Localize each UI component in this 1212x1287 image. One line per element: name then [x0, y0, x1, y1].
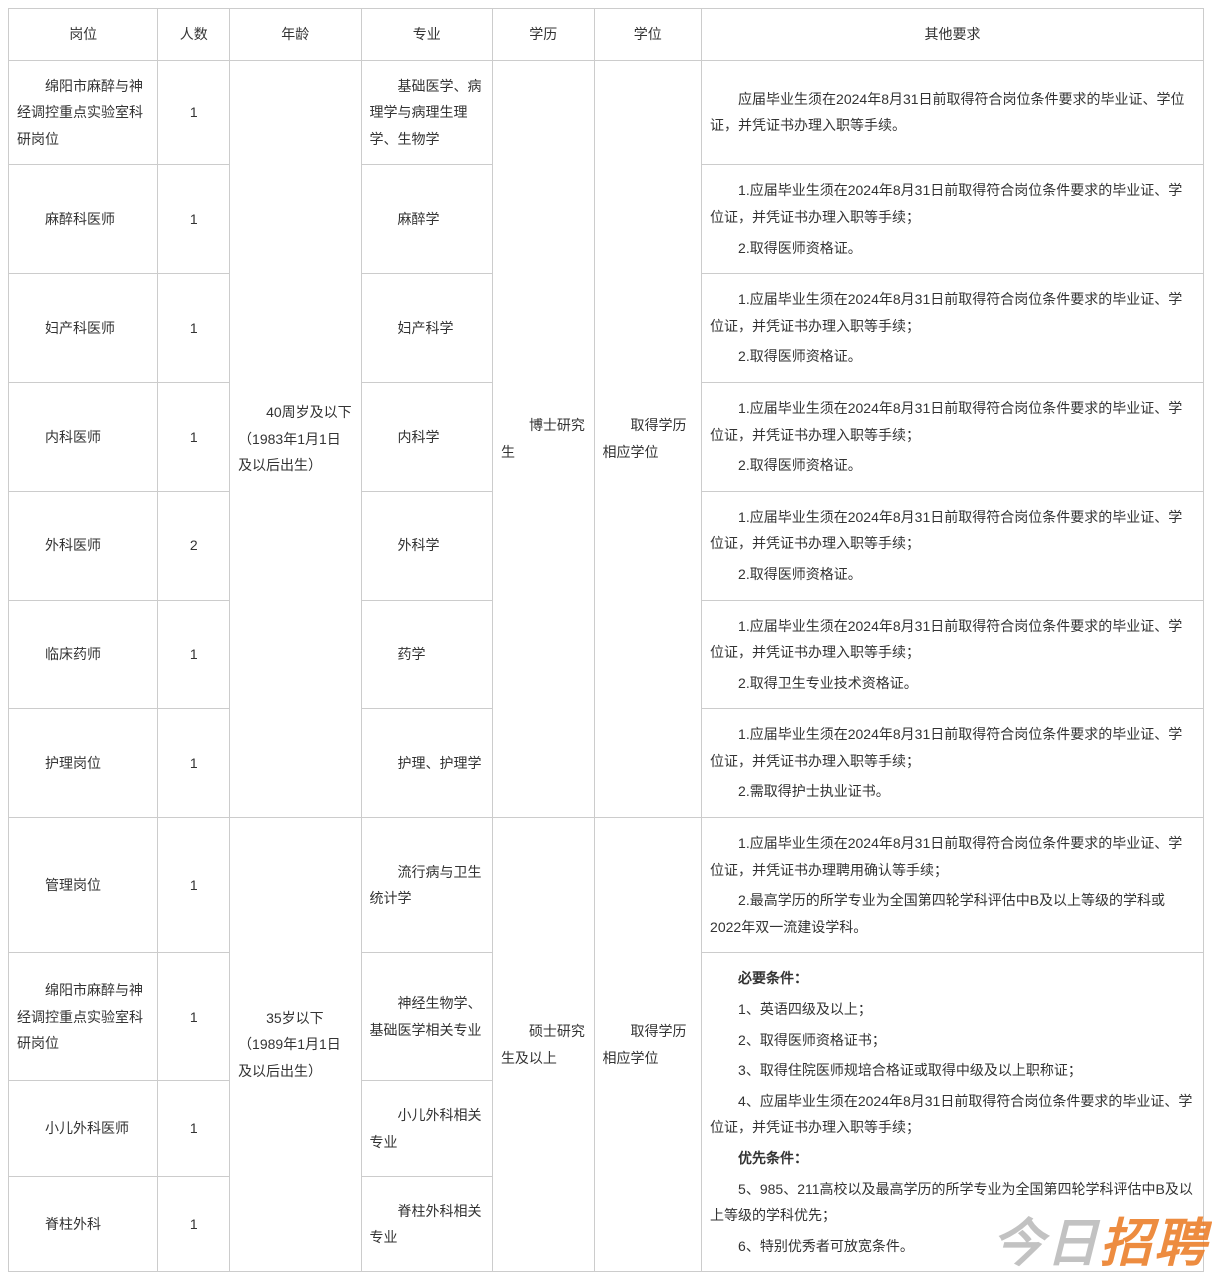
cell-age: 40周岁及以下（1983年1月1日及以后出生） — [230, 60, 361, 817]
cell-major: 外科学 — [361, 491, 492, 600]
cell-major: 神经生物学、基础医学相关专业 — [361, 953, 492, 1081]
cell-position: 内科医师 — [9, 382, 158, 491]
cell-major: 脊柱外科相关专业 — [361, 1176, 492, 1272]
cell-position: 绵阳市麻醉与神经调控重点实验室科研岗位 — [9, 953, 158, 1081]
cell-major: 药学 — [361, 600, 492, 709]
cell-count: 2 — [158, 491, 230, 600]
cell-age: 35岁以下（1989年1月1日及以后出生） — [230, 818, 361, 1272]
cell-degree: 取得学历相应学位 — [594, 818, 702, 1272]
col-degree: 学位 — [594, 9, 702, 61]
cell-other: 1.应届毕业生须在2024年8月31日前取得符合岗位条件要求的毕业证、学位证，并… — [702, 818, 1204, 953]
cell-position: 护理岗位 — [9, 709, 158, 818]
cell-position: 脊柱外科 — [9, 1176, 158, 1272]
cell-edu: 硕士研究生及以上 — [492, 818, 594, 1272]
cell-major: 护理、护理学 — [361, 709, 492, 818]
cell-count: 1 — [158, 382, 230, 491]
table-row: 绵阳市麻醉与神经调控重点实验室科研岗位 1 40周岁及以下（1983年1月1日及… — [9, 60, 1204, 165]
cell-count: 1 — [158, 709, 230, 818]
cell-position: 临床药师 — [9, 600, 158, 709]
cell-other: 1.应届毕业生须在2024年8月31日前取得符合岗位条件要求的毕业证、学位证，并… — [702, 600, 1204, 709]
cell-other: 应届毕业生须在2024年8月31日前取得符合岗位条件要求的毕业证、学位证，并凭证… — [702, 60, 1204, 165]
cell-count: 1 — [158, 1176, 230, 1272]
cell-major: 妇产科学 — [361, 274, 492, 383]
col-edu: 学历 — [492, 9, 594, 61]
cell-degree: 取得学历相应学位 — [594, 60, 702, 817]
cell-other: 1.应届毕业生须在2024年8月31日前取得符合岗位条件要求的毕业证、学位证，并… — [702, 491, 1204, 600]
cell-position: 麻醉科医师 — [9, 165, 158, 274]
col-count: 人数 — [158, 9, 230, 61]
cell-position: 绵阳市麻醉与神经调控重点实验室科研岗位 — [9, 60, 158, 165]
cell-count: 1 — [158, 953, 230, 1081]
cell-other: 必要条件： 1、英语四级及以上； 2、取得医师资格证书； 3、取得住院医师规培合… — [702, 953, 1204, 1272]
table-header-row: 岗位 人数 年龄 专业 学历 学位 其他要求 — [9, 9, 1204, 61]
cell-other: 1.应届毕业生须在2024年8月31日前取得符合岗位条件要求的毕业证、学位证，并… — [702, 382, 1204, 491]
cell-other: 1.应届毕业生须在2024年8月31日前取得符合岗位条件要求的毕业证、学位证，并… — [702, 165, 1204, 274]
cell-position: 妇产科医师 — [9, 274, 158, 383]
cell-major: 内科学 — [361, 382, 492, 491]
cell-major: 小儿外科相关专业 — [361, 1081, 492, 1176]
cell-count: 1 — [158, 60, 230, 165]
cell-edu: 博士研究生 — [492, 60, 594, 817]
col-age: 年龄 — [230, 9, 361, 61]
cell-position: 外科医师 — [9, 491, 158, 600]
cell-count: 1 — [158, 1081, 230, 1176]
cell-major: 流行病与卫生统计学 — [361, 818, 492, 953]
recruitment-table: 岗位 人数 年龄 专业 学历 学位 其他要求 绵阳市麻醉与神经调控重点实验室科研… — [8, 8, 1204, 1272]
cell-count: 1 — [158, 600, 230, 709]
col-other: 其他要求 — [702, 9, 1204, 61]
cell-count: 1 — [158, 165, 230, 274]
cell-position: 小儿外科医师 — [9, 1081, 158, 1176]
table-row: 管理岗位 1 35岁以下（1989年1月1日及以后出生） 流行病与卫生统计学 硕… — [9, 818, 1204, 953]
cell-other: 1.应届毕业生须在2024年8月31日前取得符合岗位条件要求的毕业证、学位证，并… — [702, 709, 1204, 818]
cell-other: 1.应届毕业生须在2024年8月31日前取得符合岗位条件要求的毕业证、学位证，并… — [702, 274, 1204, 383]
cell-position: 管理岗位 — [9, 818, 158, 953]
cell-count: 1 — [158, 818, 230, 953]
cell-count: 1 — [158, 274, 230, 383]
col-position: 岗位 — [9, 9, 158, 61]
cell-major: 麻醉学 — [361, 165, 492, 274]
cell-major: 基础医学、病理学与病理生理学、生物学 — [361, 60, 492, 165]
col-major: 专业 — [361, 9, 492, 61]
